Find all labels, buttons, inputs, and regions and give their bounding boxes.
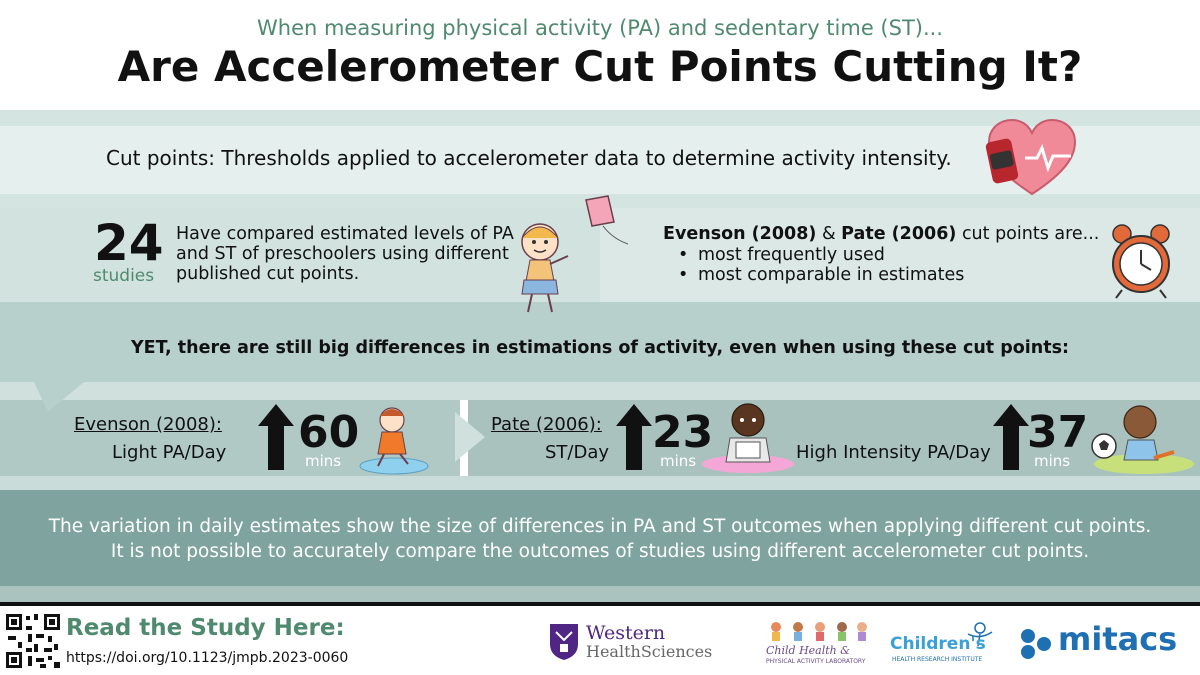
band-strip	[0, 110, 1200, 126]
studies-unit: studies	[93, 266, 155, 286]
stat-value-light-pa: 60	[298, 407, 360, 458]
up-arrow-icon	[258, 404, 294, 470]
stat-source-pate: Pate (2006):	[491, 414, 602, 435]
stats-band-right	[468, 400, 1200, 476]
pointer-triangle-icon	[34, 382, 84, 412]
definition-text: Cut points: Thresholds applied to accele…	[106, 146, 952, 170]
mitacs-logo: mitacs	[1020, 620, 1196, 664]
puddle-child-icon	[359, 407, 429, 475]
logo-text: mitacs	[1058, 620, 1178, 658]
child-figure-icon	[967, 622, 993, 647]
variation-text: The variation in daily estimates show th…	[48, 516, 1152, 562]
reading-child-icon	[702, 403, 794, 473]
evenson-pate-list: most frequently used most comparable in …	[678, 245, 964, 285]
chevron-right-icon	[455, 412, 485, 462]
studies-band	[0, 208, 600, 302]
yet-statement: YET, there are still big differences in …	[130, 338, 1070, 358]
alarm-clock-icon	[1112, 224, 1170, 299]
stat-value-st: 23	[652, 407, 714, 458]
crest-icon	[550, 624, 578, 660]
band-strip	[0, 382, 1200, 400]
stat-measure-light-pa: Light PA/Day	[112, 442, 227, 463]
girl-kite-icon	[521, 195, 628, 313]
child-health-lab-logo: Child Health & PHYSICAL ACTIVITY LABORAT…	[764, 620, 874, 668]
stat-source-evenson: Evenson (2008):	[74, 414, 222, 435]
soccer-child-icon	[1091, 405, 1194, 474]
stat-unit: mins	[1034, 452, 1071, 470]
pate-name: Pate (2006)	[841, 224, 957, 244]
studies-description: Have compared estimated levels of PA and…	[176, 224, 514, 284]
variation-band	[0, 490, 1200, 586]
logo-text: Western	[586, 622, 666, 644]
page-title: Are Accelerometer Cut Points Cutting It?	[117, 42, 1083, 91]
doi-link[interactable]: https://doi.org/10.1123/jmpb.2023-0060	[66, 650, 349, 666]
studies-count: 24	[94, 214, 164, 272]
heading-suffix: cut points are...	[956, 224, 1100, 244]
up-arrow-icon	[616, 404, 652, 470]
mitacs-mark-icon	[1021, 629, 1051, 659]
up-arrow-icon	[993, 404, 1029, 470]
stat-unit: mins	[305, 452, 342, 470]
list-item: most comparable in estimates	[678, 265, 964, 285]
logo-text: PHYSICAL ACTIVITY LABORATORY	[766, 658, 866, 665]
evenson-pate-heading: Evenson (2008) & Pate (2006) cut points …	[663, 224, 1099, 244]
band-strip	[0, 586, 1200, 602]
stat-measure-st: ST/Day	[545, 442, 610, 463]
qr-code-icon[interactable]	[4, 612, 62, 670]
band-strip	[0, 476, 1200, 490]
ampersand: &	[816, 224, 842, 244]
western-health-sciences-logo: Western HealthSciences	[548, 622, 742, 666]
yet-band	[0, 302, 1200, 382]
read-study-label: Read the Study Here:	[66, 615, 345, 641]
stat-unit: mins	[660, 452, 697, 470]
footer-divider	[0, 602, 1200, 606]
logo-text: HEALTH RESEARCH INSTITUTE	[892, 656, 983, 663]
children-group-icon	[771, 622, 867, 641]
header-subtitle: When measuring physical activity (PA) an…	[257, 16, 943, 40]
evenson-name: Evenson (2008)	[663, 224, 817, 244]
logo-text: HealthSciences	[586, 642, 713, 661]
logo-text: Children's	[890, 634, 986, 654]
heart-watch-icon	[985, 118, 1077, 196]
childrens-health-research-logo: Children's HEALTH RESEARCH INSTITUTE	[890, 622, 1002, 666]
logo-text: Child Health &	[766, 644, 851, 657]
stat-measure-high-pa: High Intensity PA/Day	[796, 442, 991, 463]
stat-value-high-pa: 37	[1027, 407, 1089, 458]
list-item: most frequently used	[678, 245, 964, 265]
